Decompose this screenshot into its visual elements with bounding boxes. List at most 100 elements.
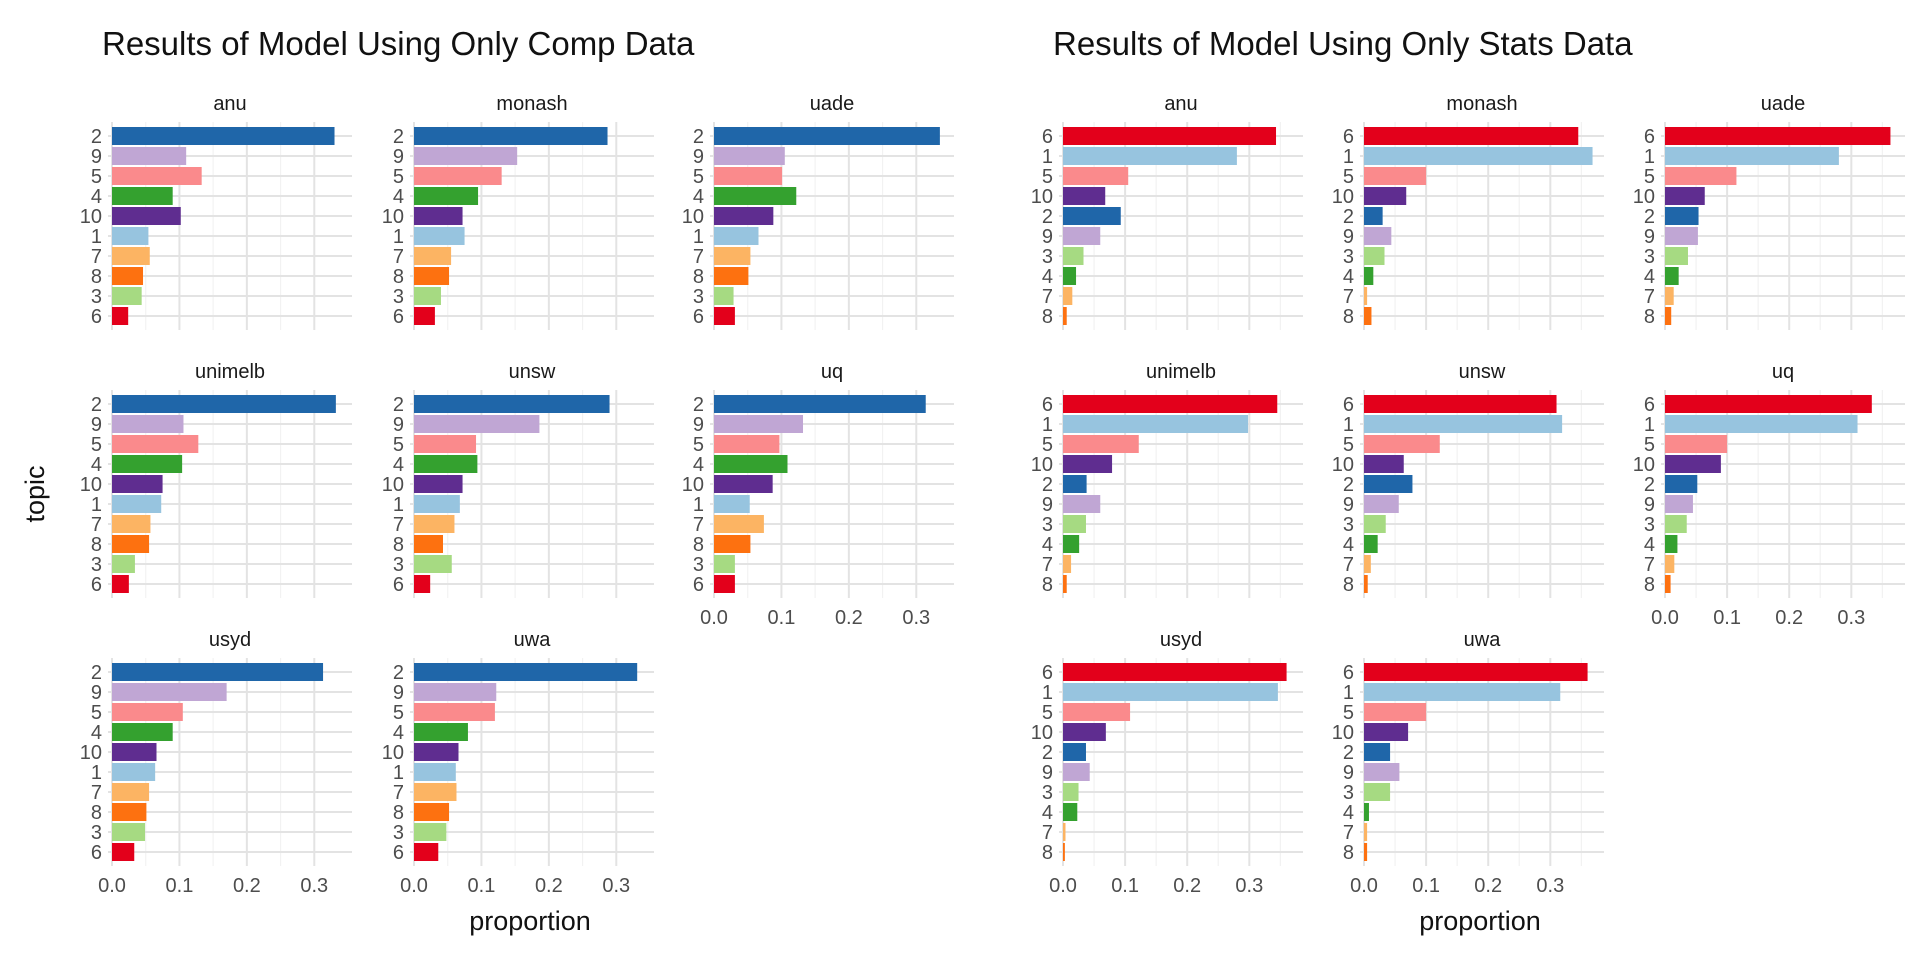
comp-bar-monash-topic-3 [414,287,441,305]
stats-bar-monash-topic-1 [1364,147,1593,165]
comp-y-tick-label-topic: 8 [693,266,704,288]
comp-bar-anu-topic-3 [112,287,142,305]
comp-bar-usyd-topic-3 [112,823,146,841]
stats-y-tick-label-topic: 8 [1343,842,1354,864]
comp-y-tick-label-topic: 5 [393,702,404,724]
stats-y-tick-label-topic: 7 [1042,286,1053,308]
comp-y-tick-label-topic: 2 [393,662,404,684]
comp-bar-uwa-topic-9 [414,683,497,701]
stats-y-tick-label-topic: 7 [1644,286,1655,308]
stats-y-tick-label-topic: 9 [1343,226,1354,248]
comp-bar-uade-topic-10 [714,207,774,225]
comp-bar-anu-topic-7 [112,247,150,265]
comp-bar-uwa-topic-10 [414,743,459,761]
comp-bar-uwa-topic-4 [414,723,468,741]
stats-y-tick-label-topic: 9 [1042,226,1053,248]
comp-y-tick-label-topic: 9 [91,146,102,168]
comp-bar-unsw-topic-3 [414,555,452,573]
comp-facet-label-uade: uade [810,93,855,115]
comp-y-tick-label-topic: 2 [393,394,404,416]
stats-bar-uade-topic-5 [1665,167,1737,185]
comp-bar-unimelb-topic-8 [112,535,150,553]
comp-bar-unimelb-topic-5 [112,435,199,453]
stats-y-tick-label-topic: 10 [1332,454,1354,476]
comp-y-tick-label-topic: 6 [393,306,404,328]
stats-y-tick-label-topic: 2 [1343,474,1354,496]
stats-y-tick-label-topic: 8 [1644,574,1655,596]
comp-bar-uwa-topic-7 [414,783,457,801]
comp-bar-anu-topic-10 [112,207,181,225]
comp-y-tick-label-topic: 8 [393,802,404,824]
stats-y-tick-label-topic: 3 [1343,782,1354,804]
stats-y-tick-label-topic: 9 [1644,226,1655,248]
stats-bar-monash-topic-6 [1364,127,1579,145]
stats-y-tick-label-topic: 5 [1042,434,1053,456]
stats-y-tick-label-topic: 6 [1644,394,1655,416]
comp-y-tick-label-topic: 4 [393,186,404,208]
comp-bar-uq-topic-3 [714,555,735,573]
stats-bar-monash-topic-4 [1364,267,1374,285]
comp-bar-unsw-topic-10 [414,475,463,493]
comp-bar-unimelb-topic-10 [112,475,163,493]
comp-y-tick-label-topic: 8 [693,534,704,556]
comp-bar-unimelb-topic-4 [112,455,183,473]
comp-bar-uade-topic-5 [714,167,783,185]
stats-bar-unimelb-topic-1 [1063,415,1249,433]
stats-y-tick-label-topic: 5 [1343,434,1354,456]
comp-bar-anu-topic-5 [112,167,202,185]
comp-x-tick-label: 0.1 [768,607,796,629]
comp-facet-label-anu: anu [213,93,246,115]
comp-y-tick-label-topic: 9 [393,682,404,704]
comp-y-tick-label-topic: 9 [393,146,404,168]
comp-bar-uq-topic-9 [714,415,804,433]
stats-y-tick-label-topic: 9 [1343,494,1354,516]
stats-x-tick-label: 0.2 [1474,875,1502,897]
stats-y-tick-label-topic: 5 [1042,166,1053,188]
stats-bar-uq-topic-8 [1665,575,1671,593]
comp-y-tick-label-topic: 1 [693,494,704,516]
stats-bar-uade-topic-2 [1665,207,1699,225]
stats-bar-unsw-topic-6 [1364,395,1557,413]
stats-bar-unimelb-topic-9 [1063,495,1101,513]
comp-bar-usyd-topic-2 [112,663,324,681]
comp-bar-usyd-topic-7 [112,783,150,801]
stats-bar-usyd-topic-5 [1063,703,1131,721]
comp-bar-anu-topic-8 [112,267,144,285]
comp-bar-monash-topic-1 [414,227,465,245]
comp-y-tick-label-topic: 2 [91,126,102,148]
comp-chart-title: Results of Model Using Only Comp Data [102,25,695,62]
comp-y-tick-label-topic: 10 [382,474,404,496]
stats-y-tick-label-topic: 2 [1644,474,1655,496]
stats-bar-unsw-topic-10 [1364,455,1404,473]
stats-x-tick-label: 0.3 [1536,875,1564,897]
comp-x-tick-label: 0.2 [535,875,563,897]
comp-bar-uwa-topic-6 [414,843,439,861]
comp-bar-anu-topic-4 [112,187,173,205]
stats-facet-label-usyd: usyd [1160,629,1202,651]
stats-y-tick-label-topic: 1 [1644,146,1655,168]
comp-bar-uwa-topic-5 [414,703,495,721]
stats-bar-uade-topic-1 [1665,147,1839,165]
stats-bar-uwa-topic-8 [1364,843,1368,861]
comp-y-tick-label-topic: 2 [693,126,704,148]
comp-y-tick-label-topic: 3 [693,286,704,308]
stats-x-tick-label: 0.3 [1235,875,1263,897]
stats-bar-uade-topic-8 [1665,307,1672,325]
comp-y-tick-label-topic: 8 [91,266,102,288]
stats-y-tick-label-topic: 5 [1343,702,1354,724]
comp-y-tick-label-topic: 1 [91,494,102,516]
comp-bar-anu-topic-6 [112,307,129,325]
comp-bar-monash-topic-2 [414,127,608,145]
comp-y-tick-label-topic: 9 [693,414,704,436]
comp-y-tick-label-topic: 8 [91,534,102,556]
stats-y-tick-label-topic: 6 [1343,394,1354,416]
comp-y-tick-label-topic: 2 [693,394,704,416]
comp-y-tick-label-topic: 4 [393,722,404,744]
comp-y-tick-label-topic: 2 [91,394,102,416]
stats-facet-label-monash: monash [1446,93,1517,115]
comp-y-tick-label-topic: 7 [693,246,704,268]
stats-y-tick-label-topic: 10 [1332,722,1354,744]
comp-y-tick-label-topic: 6 [91,574,102,596]
stats-chart-title: Results of Model Using Only Stats Data [1053,25,1633,62]
stats-bar-monash-topic-9 [1364,227,1392,245]
